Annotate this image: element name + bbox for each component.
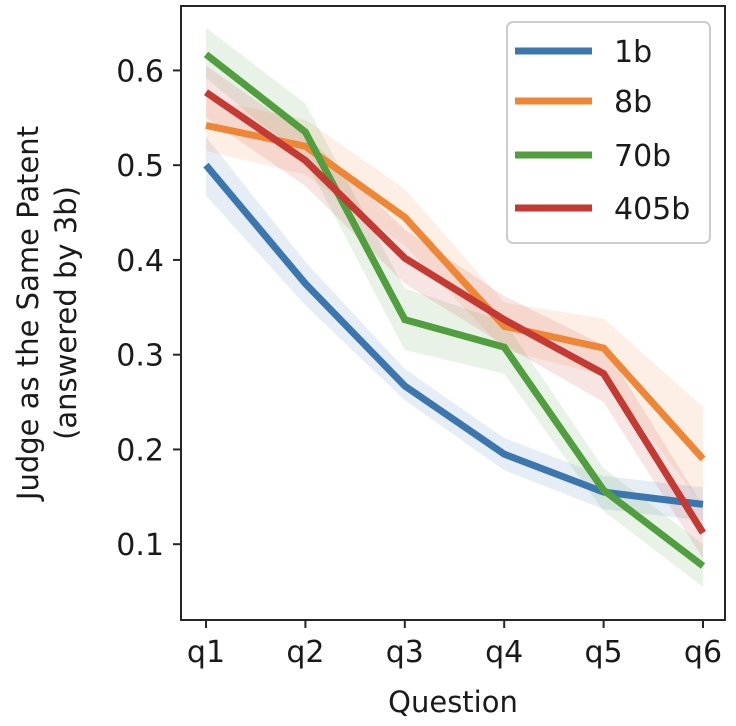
- x-axis-title: Question: [388, 685, 518, 719]
- y-axis-title-line-1: Judge as the Same Patent: [11, 126, 45, 502]
- band-1b: [206, 136, 703, 521]
- legend-label-405b: 405b: [614, 192, 690, 227]
- y-axis-title-line-2: (answered by 3b): [49, 186, 83, 440]
- axis-ticks: q1 q2 q3 q4 q5 q6 0.1 0.2 0.3 0.4 0.5 0.6: [116, 54, 722, 670]
- y-tick-label-0.1: 0.1: [116, 528, 164, 563]
- plot-frame: [180, 5, 726, 621]
- legend-box: [506, 21, 711, 244]
- x-tick-label-q2: q2: [286, 635, 324, 670]
- y-tick-label-0.3: 0.3: [116, 339, 164, 374]
- line-70b: [203, 51, 706, 569]
- x-tick-label-q6: q6: [684, 635, 722, 670]
- line-1b: [203, 162, 704, 508]
- x-tick-label-q5: q5: [585, 635, 623, 670]
- line-8b: [205, 121, 706, 462]
- band-8b: [206, 98, 703, 507]
- legend-label-8b: 8b: [614, 85, 652, 120]
- y-tick-label-0.5: 0.5: [116, 149, 164, 184]
- x-tick-label-q3: q3: [386, 635, 424, 670]
- y-tick-label-0.2: 0.2: [116, 433, 164, 468]
- y-tick-label-0.6: 0.6: [116, 54, 164, 89]
- series-lines: [203, 51, 706, 569]
- legend: 1b 8b 70b 405b: [506, 21, 711, 244]
- y-tick-label-0.4: 0.4: [116, 244, 164, 279]
- x-tick-label-q4: q4: [485, 635, 523, 670]
- line-405b: [204, 89, 706, 535]
- x-tick-label-q1: q1: [187, 635, 225, 670]
- legend-label-1b: 1b: [614, 35, 652, 70]
- y-axis-title: Judge as the Same Patent (answered by 3b): [11, 126, 83, 502]
- legend-label-70b: 70b: [614, 139, 671, 174]
